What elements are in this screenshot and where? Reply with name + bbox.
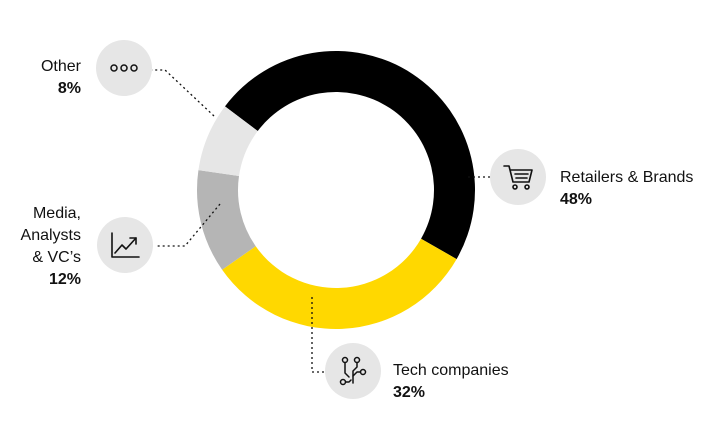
donut-slice-2 [222,238,457,329]
label-other-name: Other [40,58,81,75]
media-icon-circle [97,217,153,273]
label-tech-name: Tech companies [393,362,509,379]
label-tech-pct: 32% [393,384,426,401]
donut-slice-1 [224,51,475,260]
tech-icon-circle [325,343,381,399]
label-media-name: Media, Analysts & VC’s [20,205,81,266]
cart-icon [503,165,533,190]
donut-slice-3 [197,170,256,270]
label-retailers-name: Retailers & Brands [560,169,694,186]
more-icon [110,64,138,72]
retailers-icon-circle [490,149,546,205]
other-icon-circle [96,40,152,96]
label-retailers-pct: 48% [560,191,593,208]
label-other-pct: 8% [57,80,81,97]
donut-slice-4 [198,106,258,177]
leader-line-tech [311,297,325,373]
circuit-icon [339,356,367,386]
label-media: Media, Analysts & VC’s 12% [0,203,81,291]
label-tech: Tech companies 32% [393,360,509,404]
label-media-pct: 12% [48,271,81,288]
leader-line-other [152,69,215,117]
trend-chart-icon [111,232,140,258]
label-retailers: Retailers & Brands 48% [560,167,693,211]
label-other: Other 8% [0,56,81,100]
